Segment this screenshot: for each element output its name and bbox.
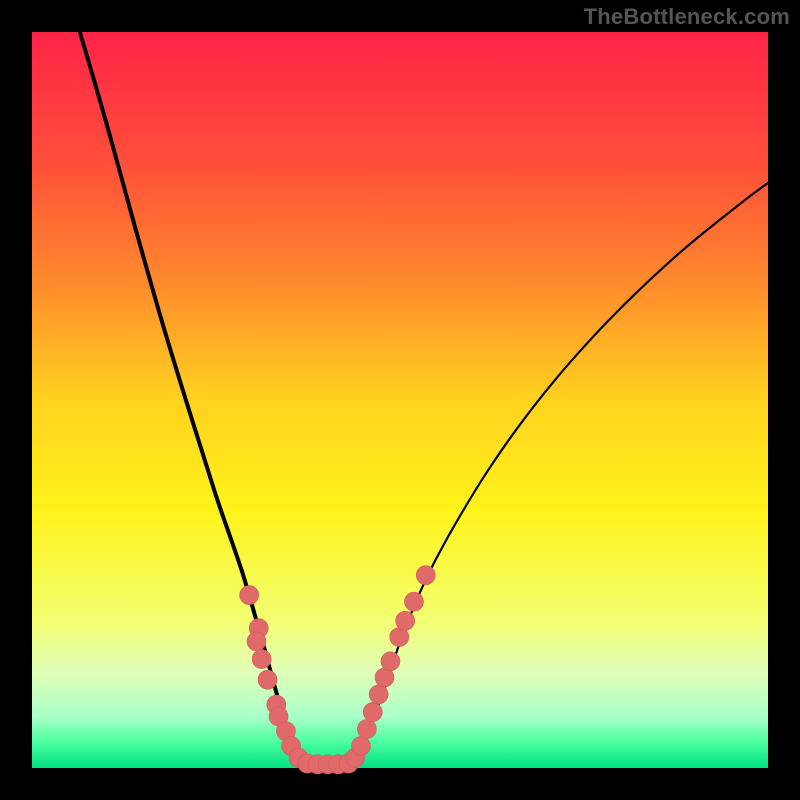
data-marker	[247, 632, 266, 651]
bottleneck-curve-chart	[0, 0, 800, 800]
watermark-text: TheBottleneck.com	[584, 4, 790, 30]
data-marker	[240, 586, 259, 605]
data-marker	[369, 685, 388, 704]
plot-background	[32, 32, 768, 768]
chart-frame: TheBottleneck.com	[0, 0, 800, 800]
data-marker	[404, 592, 423, 611]
data-marker	[252, 650, 271, 669]
data-marker	[357, 719, 376, 738]
data-marker	[416, 566, 435, 585]
data-marker	[258, 670, 277, 689]
data-marker	[381, 652, 400, 671]
data-marker	[396, 611, 415, 630]
data-marker	[363, 703, 382, 722]
data-marker	[351, 736, 370, 755]
